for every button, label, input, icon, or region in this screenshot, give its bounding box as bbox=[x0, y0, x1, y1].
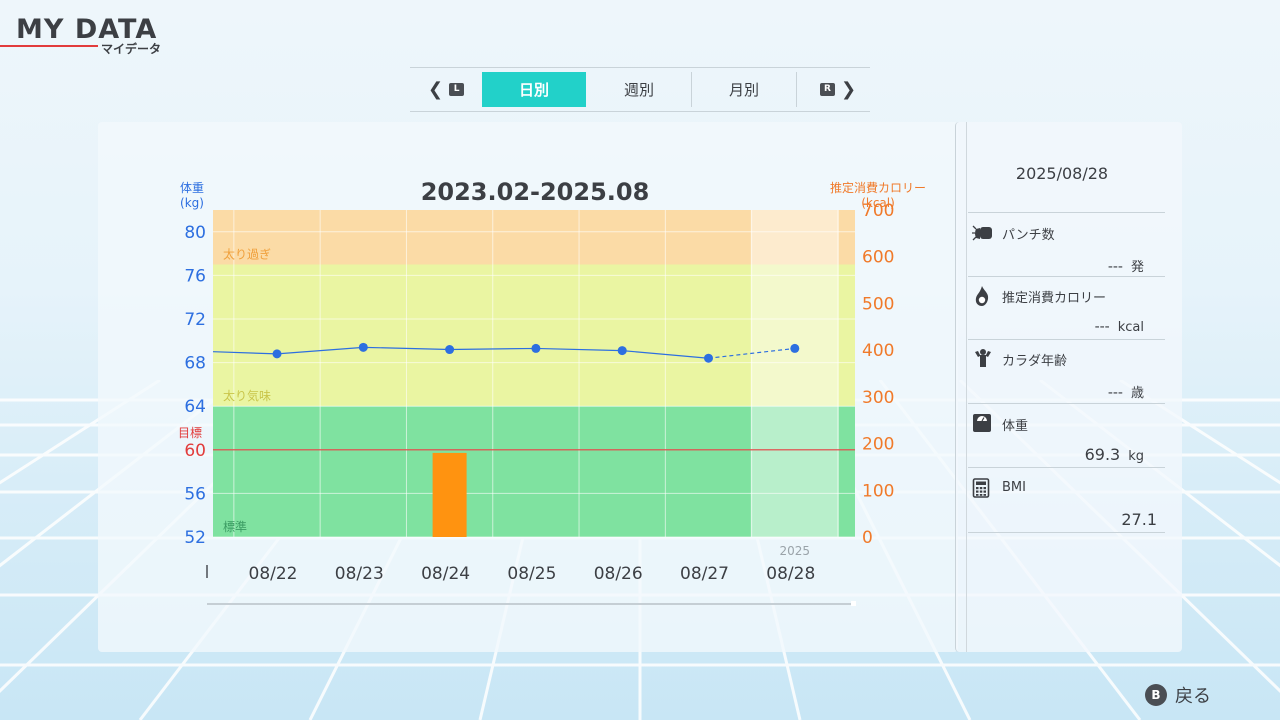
y-left-tick: 56 bbox=[184, 484, 206, 504]
bmi-value: 27.1 bbox=[1121, 510, 1157, 529]
chevron-right-icon: ❯ bbox=[841, 79, 857, 100]
y-right-tick: 0 bbox=[862, 528, 873, 548]
weight-point bbox=[272, 349, 282, 359]
x-tick: 08/23 bbox=[335, 564, 384, 584]
y-right-tick: 700 bbox=[862, 201, 894, 221]
body-age-value: --- 歳 bbox=[1107, 385, 1144, 401]
tab-daily[interactable]: 日別 bbox=[482, 72, 586, 107]
y-left-tick: 52 bbox=[184, 528, 206, 548]
stat-divider bbox=[968, 212, 1165, 213]
y-left-tick: 80 bbox=[184, 223, 206, 243]
weight-line-projection bbox=[708, 347, 795, 359]
y-left-tick: 68 bbox=[184, 354, 206, 374]
y-left-label: 体重 bbox=[180, 181, 204, 195]
y-right-unit: (kcal) bbox=[861, 196, 895, 210]
zone-label: 太り気味 bbox=[223, 388, 271, 403]
year-label: 2025 bbox=[780, 544, 811, 558]
chevron-left-icon: ❮ bbox=[428, 79, 444, 100]
page-title: MY DATA bbox=[16, 14, 158, 45]
y-right-tick: 200 bbox=[862, 435, 894, 455]
y-right-tick: 600 bbox=[862, 248, 894, 268]
zone-label: 太り過ぎ bbox=[223, 247, 271, 262]
page-subtitle: マイデータ bbox=[101, 42, 162, 56]
calorie-bar bbox=[432, 452, 467, 537]
weight-point bbox=[445, 345, 455, 355]
y-left-tick: 72 bbox=[184, 310, 206, 330]
zone-label: 標準 bbox=[223, 519, 247, 534]
weight-point bbox=[790, 343, 800, 353]
y-right-tick: 500 bbox=[862, 294, 894, 314]
prev-tab-button[interactable]: ❮ L bbox=[428, 72, 465, 107]
tab-divider bbox=[691, 72, 692, 107]
x-tick: 08/26 bbox=[594, 564, 643, 584]
chart-title: 2023.02-2025.08 bbox=[421, 178, 650, 206]
stat-label: カラダ年齢 bbox=[1002, 354, 1068, 369]
scale-icon bbox=[972, 413, 992, 433]
tab-divider bbox=[796, 72, 797, 107]
detail-panel bbox=[955, 122, 1182, 652]
b-button-icon: B bbox=[1145, 684, 1167, 706]
selected-date: 2025/08/28 bbox=[1015, 164, 1109, 183]
x-tick: 08/28 bbox=[766, 564, 815, 584]
punch-count-value: --- 発 bbox=[1107, 259, 1144, 275]
y-right-tick: 300 bbox=[862, 388, 894, 408]
body-age-icon bbox=[972, 348, 992, 368]
stat-divider bbox=[968, 403, 1165, 404]
stat-divider bbox=[968, 532, 1165, 533]
r-key-icon: R bbox=[820, 83, 835, 96]
selected-day-highlight bbox=[750, 210, 839, 537]
stat-divider bbox=[968, 467, 1165, 468]
stat-divider bbox=[968, 339, 1165, 340]
flame-icon bbox=[972, 285, 992, 306]
back-button[interactable]: B 戻る bbox=[1145, 682, 1211, 708]
stat-divider bbox=[968, 276, 1165, 277]
x-tick: 08/24 bbox=[421, 564, 470, 584]
y-right-tick: 400 bbox=[862, 341, 894, 361]
target-label: 目標 bbox=[178, 426, 202, 440]
y-left-tick: 60 bbox=[184, 441, 206, 461]
stat-label: 推定消費カロリー bbox=[1002, 291, 1107, 306]
calorie-value: --- kcal bbox=[1094, 319, 1144, 335]
next-tab-button[interactable]: R ❯ bbox=[820, 72, 856, 107]
y-right-label: 推定消費カロリー bbox=[830, 180, 926, 195]
calculator-icon bbox=[972, 478, 992, 498]
y-left-unit: (kg) bbox=[180, 196, 204, 210]
period-tabbar: ❮ L 日別 週別 月別 R ❯ bbox=[410, 67, 870, 112]
weight-point bbox=[531, 343, 541, 353]
weight-point bbox=[617, 346, 627, 356]
detail-divider bbox=[966, 122, 967, 652]
y-left-tick: 64 bbox=[184, 397, 206, 417]
tab-monthly[interactable]: 月別 bbox=[728, 81, 759, 99]
x-tick: 08/22 bbox=[249, 564, 298, 584]
stat-label: パンチ数 bbox=[1002, 228, 1055, 243]
y-left-tick: 76 bbox=[184, 266, 206, 286]
stat-label: 体重 bbox=[1002, 419, 1029, 434]
back-label: 戻る bbox=[1175, 686, 1211, 707]
title-underline bbox=[0, 45, 98, 47]
weight-point bbox=[358, 342, 368, 352]
punch-icon bbox=[972, 223, 992, 243]
y-right-tick: 100 bbox=[862, 481, 894, 501]
x-tick: 08/27 bbox=[680, 564, 729, 584]
scrollbar-thumb[interactable] bbox=[851, 601, 856, 606]
weight-value: 69.3 kg bbox=[1084, 445, 1144, 464]
weight-point bbox=[704, 353, 713, 363]
stat-label: BMI bbox=[1002, 480, 1026, 495]
x-tick: 08/25 bbox=[507, 564, 556, 584]
l-key-icon: L bbox=[449, 83, 465, 96]
tab-weekly[interactable]: 週別 bbox=[623, 81, 654, 99]
